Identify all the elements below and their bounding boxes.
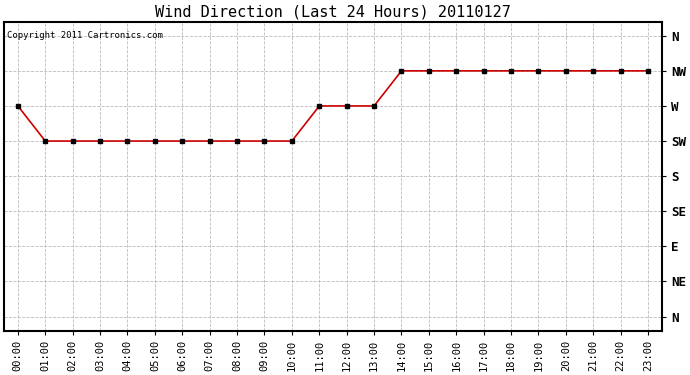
Text: Copyright 2011 Cartronics.com: Copyright 2011 Cartronics.com [8,31,164,40]
Title: Wind Direction (Last 24 Hours) 20110127: Wind Direction (Last 24 Hours) 20110127 [155,4,511,19]
